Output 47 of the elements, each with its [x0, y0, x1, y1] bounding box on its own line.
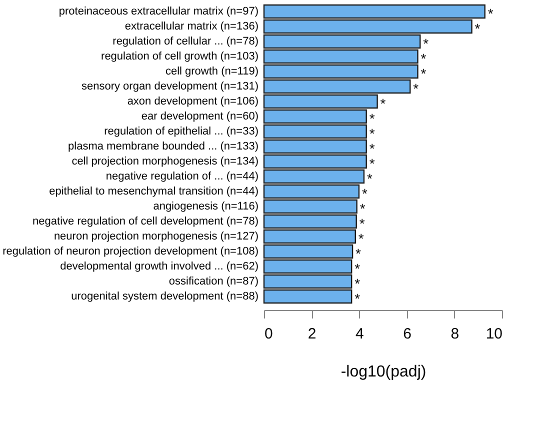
y-tick-label: urogenital system development (n=88)	[71, 290, 258, 302]
x-axis-title: -log10(padj)	[340, 364, 426, 380]
y-tick-label: developmental growth involved ... (n=62)	[60, 260, 258, 272]
y-tick-label: neuron projection morphogenesis (n=127)	[54, 230, 258, 242]
annotation: *	[369, 156, 376, 172]
y-tick-label: negative regulation of cell development (n=78)	[32, 216, 258, 228]
y-tick-label: cell projection morphogenesis (n=134)	[72, 156, 258, 168]
annotation: *	[420, 50, 427, 66]
y-tick-label: regulation of cell growth (n=103)	[101, 50, 258, 62]
annotation: *	[369, 126, 376, 142]
x-tick-label: 0	[264, 326, 273, 342]
x-tick-label: 8	[450, 326, 460, 342]
x-tick-label: 6	[403, 326, 412, 342]
annotation: *	[359, 216, 366, 232]
y-tick-label: regulation of cellular ... (n=78)	[112, 36, 258, 48]
annotation: *	[420, 66, 427, 82]
annotation: *	[423, 36, 430, 52]
annotation: *	[413, 80, 420, 96]
y-tick-label: epithelial to mesenchymal transition (n=44)	[49, 186, 258, 198]
annotation: *	[356, 246, 362, 262]
x-tick-label: 2	[308, 326, 316, 342]
annotation: *	[362, 186, 368, 202]
annotation: *	[380, 96, 386, 112]
y-tick-label: extracellular matrix (n=136)	[124, 20, 258, 32]
y-tick-label: ear development (n=60)	[141, 110, 258, 122]
annotation: *	[369, 140, 376, 156]
y-tick-label: ossification (n=87)	[168, 276, 258, 288]
y-tick-label: plasma membrane bounded ... (n=133)	[68, 140, 258, 152]
y-tick-label: negative regulation of ... (n=44)	[106, 170, 258, 182]
y-tick-label: proteinaceous extracellular matrix (n=97)	[58, 6, 258, 18]
annotation: *	[366, 170, 373, 186]
annotation: *	[474, 20, 481, 36]
annotation: *	[354, 276, 361, 292]
annotation: *	[354, 260, 361, 276]
x-tick-label: 10	[486, 326, 502, 342]
y-tick-label: angiogenesis (n=116)	[153, 200, 258, 212]
y-tick-label: sensory organ development (n=131)	[81, 80, 258, 92]
annotation: *	[488, 6, 494, 22]
annotation: *	[369, 110, 376, 126]
y-tick-label: axon development (n=106)	[127, 96, 258, 108]
x-tick-label: 4	[356, 326, 364, 342]
y-tick-label: cell growth (n=119)	[165, 66, 258, 78]
annotation: *	[360, 200, 366, 216]
y-tick-label: regulation of neuron projection development (n=108)	[2, 246, 258, 258]
annotation: *	[354, 290, 361, 306]
y-tick-label: regulation of epithelial ... (n=33)	[104, 126, 258, 138]
annotation: *	[358, 230, 364, 246]
